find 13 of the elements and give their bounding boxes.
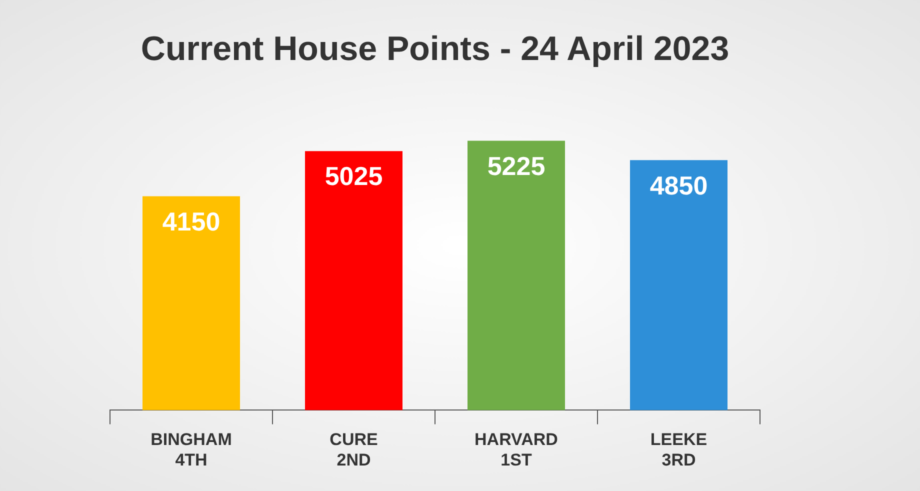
data-label: 5225: [487, 150, 546, 181]
data-label: 4850: [650, 170, 708, 200]
bar: [630, 160, 728, 410]
x-tick-label: CURE 2ND: [330, 430, 378, 470]
bar: [305, 151, 402, 410]
chart-title: Current House Points - 24 April 2023: [140, 30, 730, 68]
data-label: 5025: [324, 161, 383, 192]
bar: [468, 140, 565, 410]
x-tick-label: HARVARD 1ST: [474, 430, 558, 470]
x-tick-label: LEEKE 3RD: [650, 430, 708, 470]
data-label: 4150: [162, 206, 220, 236]
bar: [142, 196, 240, 410]
x-tick-label: BINGHAM 4TH: [150, 430, 232, 470]
